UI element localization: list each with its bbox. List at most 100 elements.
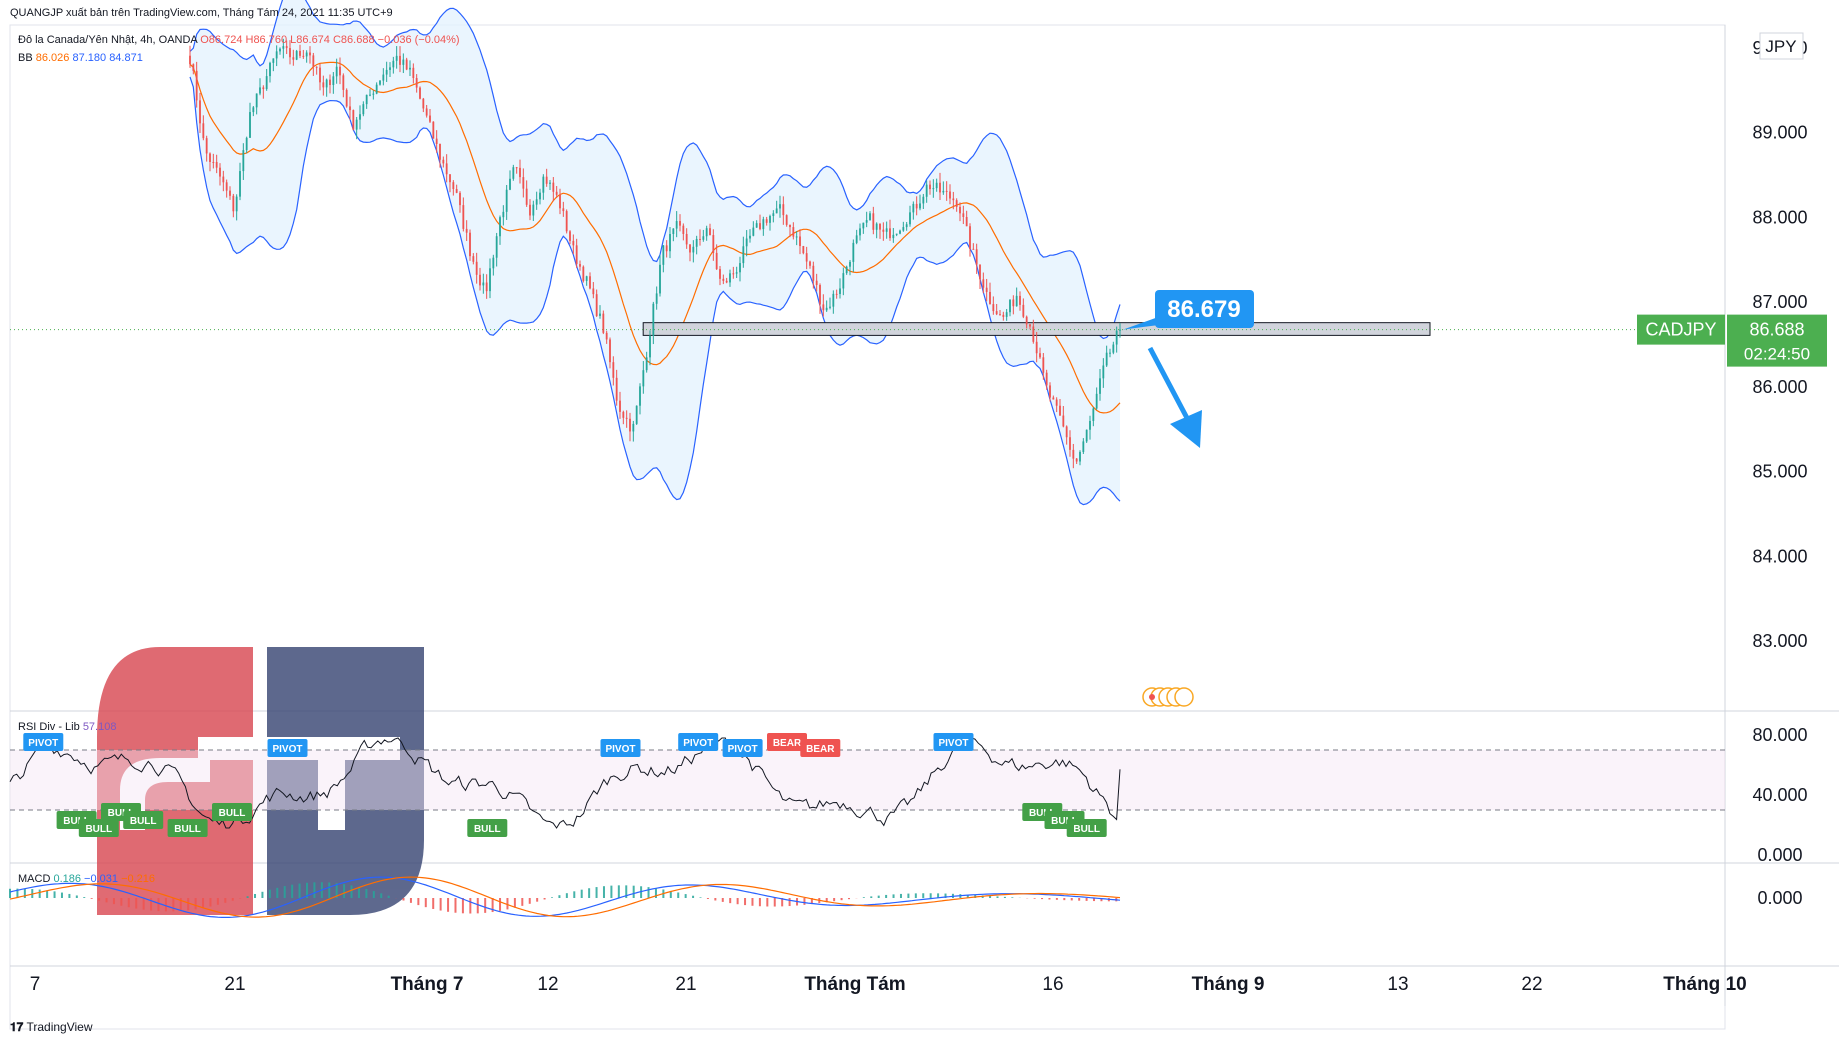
rsi-legend[interactable]: RSI Div - Lib 57.108 <box>18 721 116 733</box>
candle <box>642 361 645 394</box>
candle-body <box>442 159 445 164</box>
candle <box>629 412 631 442</box>
candle-body <box>1042 357 1045 373</box>
candle-body <box>535 199 538 205</box>
candle <box>1085 429 1088 443</box>
macd-histogram-bar <box>202 898 205 909</box>
candle-body <box>849 261 851 267</box>
tradingview-footer[interactable]: 𝟏𝟕 TradingView <box>10 1020 93 1035</box>
candle <box>915 196 918 216</box>
macd-histogram-bar <box>387 895 390 898</box>
candle <box>852 239 855 273</box>
macd-legend[interactable]: MACD 0.186 −0.031 −0.216 <box>18 873 155 885</box>
candle-body <box>1072 449 1075 459</box>
macd-histogram-bar <box>551 897 554 898</box>
callout-box <box>1155 290 1254 328</box>
rsi-pane[interactable]: 80.00040.0000.000PIVOTBULLBULLBULLBULLBU… <box>9 725 1808 865</box>
candle <box>622 410 625 425</box>
symbol-legend[interactable]: Đô la Canada/Yên Nhật, 4h, OANDA O86.724… <box>18 34 460 46</box>
bb-legend[interactable]: BB 86.026 87.180 84.871 <box>18 52 143 64</box>
candle <box>679 214 681 232</box>
macd-histogram-bar <box>565 893 568 898</box>
candle-body <box>765 219 768 223</box>
rsi-marker-badge <box>600 739 641 757</box>
macd-pane[interactable]: 0.000 <box>9 876 1803 918</box>
macd-histogram-bar <box>150 898 153 911</box>
candle-body <box>1049 385 1051 398</box>
time-axis-tick: 16 <box>1042 974 1063 995</box>
candle <box>712 229 715 261</box>
down-arrow-shaft <box>1147 346 1190 420</box>
candle <box>292 49 295 66</box>
annotations-layer[interactable]: 86.679 <box>1123 290 1254 707</box>
candle <box>325 78 328 97</box>
candle <box>379 80 381 86</box>
candle <box>549 180 551 191</box>
candle <box>929 180 931 195</box>
price-axis[interactable]: 90.00089.00088.00087.00086.00085.00084.0… <box>1637 32 1827 651</box>
candle-body <box>952 198 955 201</box>
main-price-pane[interactable] <box>10 0 1725 506</box>
candle <box>1022 298 1025 319</box>
macd-histogram-bar <box>83 897 86 898</box>
time-axis[interactable]: 7 21 Tháng 7 12 21 Tháng Tám 16 Tháng 9 13 22 Thán… <box>30 974 1747 995</box>
candle <box>425 104 428 118</box>
macd-histogram-bar <box>654 888 657 898</box>
candle <box>282 38 285 59</box>
candle-body <box>929 184 931 190</box>
price-axis-tick: 83.000 <box>1752 631 1807 651</box>
rsi-marker-text: PIVOT <box>28 738 58 749</box>
candle <box>845 265 848 275</box>
macd-line-value: −0.031 <box>84 873 118 885</box>
candle <box>849 260 851 276</box>
candle-body <box>755 223 758 228</box>
candle-body <box>939 182 941 193</box>
candle <box>902 221 905 232</box>
macd-histogram-bar <box>343 884 346 898</box>
candle-body <box>712 235 715 253</box>
rsi-marker-text: PIVOT <box>272 744 302 755</box>
candle-body <box>732 273 735 275</box>
candle <box>589 272 591 290</box>
candle <box>732 266 735 279</box>
candle-body <box>482 282 485 286</box>
candle <box>275 45 278 67</box>
candle-body <box>242 150 245 172</box>
macd-histogram-bar <box>409 898 412 903</box>
candle <box>779 195 781 218</box>
macd-histogram-bar <box>929 893 932 898</box>
candle-body <box>985 287 988 292</box>
candle-body <box>705 228 708 237</box>
rsi-marker-pivot: PIVOT <box>23 733 64 751</box>
candle <box>322 75 325 96</box>
candle <box>882 222 885 241</box>
candle-body <box>1012 299 1015 307</box>
macd-histogram-bar <box>16 888 19 898</box>
candle <box>945 181 948 201</box>
candle-body <box>1079 451 1081 462</box>
candle <box>345 88 348 108</box>
candle-body <box>665 245 668 252</box>
ohlc-close: C86.688 <box>332 34 375 46</box>
candle-body <box>779 204 781 209</box>
candle-body <box>445 163 448 175</box>
time-axis-tick: 13 <box>1387 974 1408 995</box>
candle-body <box>379 80 381 85</box>
candle <box>875 222 878 239</box>
candle <box>975 243 978 274</box>
candle <box>255 93 258 115</box>
candle <box>579 260 581 271</box>
rsi-axis-tick: 0.000 <box>1757 845 1802 865</box>
candle <box>659 255 661 297</box>
macd-histogram-bar <box>632 885 635 898</box>
candle <box>802 245 805 255</box>
candle-body <box>752 227 755 236</box>
candle <box>1082 438 1085 455</box>
candle-body <box>492 257 495 269</box>
macd-histogram-bar <box>506 898 509 910</box>
candle-body <box>719 269 721 279</box>
candle-body <box>745 238 748 247</box>
candle <box>652 301 655 345</box>
candle-body <box>209 153 211 162</box>
